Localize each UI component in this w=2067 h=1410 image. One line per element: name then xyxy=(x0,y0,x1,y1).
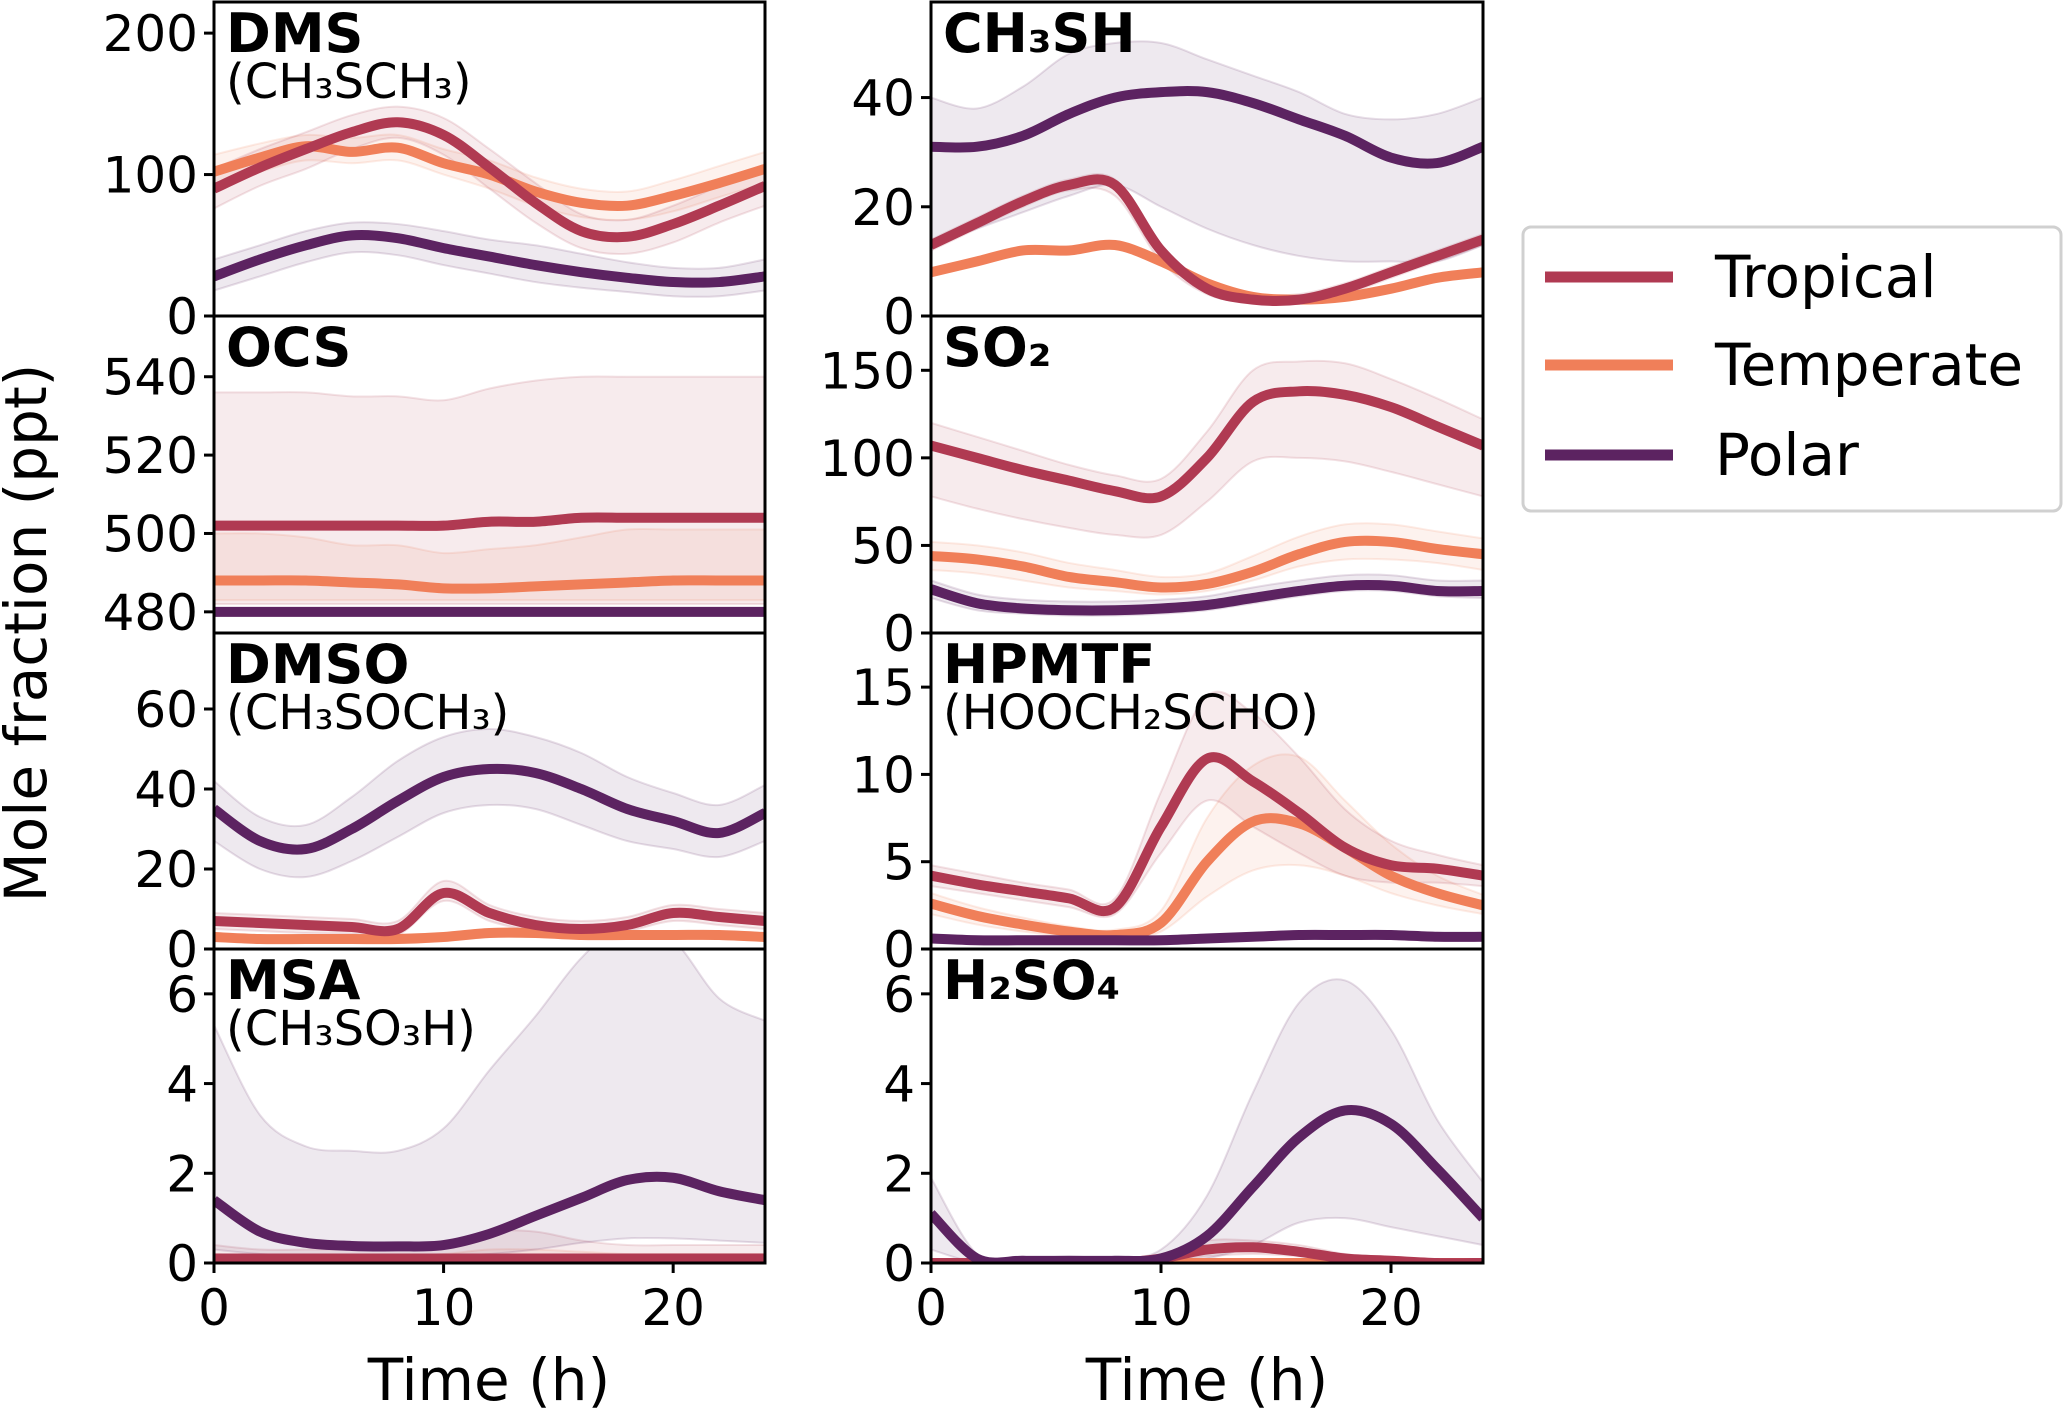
y-tick-label: 20 xyxy=(134,841,198,899)
legend: Tropical Temperate Polar xyxy=(1521,225,2063,513)
legend-label-temperate: Temperate xyxy=(1714,331,2023,399)
panel-hso: 0 2 4 6 0 10 20 H₂SO₄ xyxy=(883,947,1485,1337)
line-tropical xyxy=(214,512,765,531)
y-tick-label: 20 xyxy=(851,179,915,237)
line-polar xyxy=(214,230,765,288)
panel-title: HPMTF xyxy=(943,633,1155,696)
y-tick-label: 0 xyxy=(883,288,915,346)
panel-dmso: 0 20 40 60 DMSO(CH₃SOCH₃) xyxy=(134,631,767,979)
y-tick-label: 6 xyxy=(883,966,915,1024)
y-tick-label: 0 xyxy=(883,921,915,979)
y-tick-label: 2 xyxy=(166,1145,198,1203)
y-tick-label: 50 xyxy=(851,517,915,575)
panel-ocs: 480 500 520 540 OCS xyxy=(103,314,767,642)
y-tick-label: 2 xyxy=(883,1145,915,1203)
y-tick-label: 0 xyxy=(883,605,915,663)
band-tropical xyxy=(214,375,765,606)
y-tick-label: 5 xyxy=(883,834,915,892)
panel-so: 0 50 100 150 SO₂ xyxy=(820,314,1485,663)
y-tick-label: 500 xyxy=(103,505,198,563)
x-tick-label: 0 xyxy=(915,1279,947,1337)
band-tropical xyxy=(931,690,1483,919)
line-tropical xyxy=(931,385,1483,504)
x-tick-label: 20 xyxy=(641,1279,705,1337)
panel-title: CH₃SH xyxy=(943,2,1136,65)
line-polar xyxy=(931,929,1483,946)
legend-label-polar: Polar xyxy=(1715,421,1859,489)
y-tick-label: 150 xyxy=(820,342,915,400)
line-tropical xyxy=(931,174,1483,306)
panel-title: MSA xyxy=(226,949,361,1012)
y-tick-label: 520 xyxy=(103,427,198,485)
panel-chsh: 0 20 40 CH₃SH xyxy=(851,0,1485,346)
y-tick-label: 0 xyxy=(166,1235,198,1293)
line-temperate xyxy=(931,813,1483,941)
y-tick-label: 0 xyxy=(166,921,198,979)
x-tick-label: 20 xyxy=(1359,1279,1423,1337)
x-axis-label-left: Time (h) xyxy=(367,1346,610,1410)
y-tick-label: 200 xyxy=(103,5,198,63)
y-tick-label: 4 xyxy=(883,1056,915,1114)
panel-dms: 0 100 200 DMS(CH₃SCH₃) xyxy=(103,0,767,346)
line-tropical xyxy=(214,117,765,243)
panel-title: DMS xyxy=(226,2,363,65)
y-tick-label: 6 xyxy=(166,966,198,1024)
panel-msa: 0 2 4 6 0 10 20 MSA(CH₃SO₃H) xyxy=(166,947,767,1337)
band-tropical xyxy=(931,359,1483,539)
panel-title: SO₂ xyxy=(943,316,1051,379)
y-tick-label: 40 xyxy=(134,761,198,819)
y-tick-label: 60 xyxy=(134,681,198,739)
line-temperate xyxy=(214,575,765,594)
line-polar xyxy=(214,1171,765,1252)
x-tick-label: 10 xyxy=(412,1279,476,1337)
y-tick-label: 100 xyxy=(103,147,198,205)
x-tick-label: 0 xyxy=(198,1279,230,1337)
panel-title: DMSO xyxy=(226,633,409,696)
band-polar xyxy=(931,978,1483,1263)
y-tick-label: 0 xyxy=(883,1235,915,1293)
line-temperate xyxy=(931,535,1483,593)
y-tick-label: 40 xyxy=(851,70,915,128)
panel-hpmtf: 0 5 10 15 HPMTF(HOOCH₂SCHO) xyxy=(851,631,1485,979)
y-tick-label: 4 xyxy=(166,1056,198,1114)
y-tick-label: 15 xyxy=(851,659,915,717)
axes-frame xyxy=(929,947,1485,1265)
y-tick-label: 540 xyxy=(103,349,198,407)
y-axis-label: Mole fraction (ppt) xyxy=(0,364,60,903)
panel-subtitle: (CH₃SOCH₃) xyxy=(226,685,509,741)
y-tick-label: 480 xyxy=(103,584,198,642)
line-polar xyxy=(931,1105,1483,1263)
panel-subtitle: (CH₃SO₃H) xyxy=(226,1001,476,1057)
band-tropical xyxy=(214,105,765,256)
y-tick-label: 0 xyxy=(166,288,198,346)
line-polar xyxy=(214,763,765,855)
y-tick-label: 100 xyxy=(820,430,915,488)
x-axis-label-right: Time (h) xyxy=(1085,1346,1328,1410)
panel-title: H₂SO₄ xyxy=(943,949,1120,1012)
band-polar xyxy=(214,727,765,879)
panel-subtitle: (CH₃SCH₃) xyxy=(226,54,472,110)
x-tick-label: 10 xyxy=(1129,1279,1193,1337)
line-polar xyxy=(931,86,1483,169)
line-temperate xyxy=(214,927,765,945)
legend-frame xyxy=(1521,225,2063,513)
line-tropical xyxy=(214,887,765,937)
line-polar xyxy=(931,580,1483,616)
axes-frame xyxy=(212,947,767,1265)
band-polar xyxy=(931,40,1483,264)
line-tropical xyxy=(931,1242,1483,1263)
legend-label-tropical: Tropical xyxy=(1714,243,1936,311)
y-tick-label: 10 xyxy=(851,746,915,804)
panel-title: OCS xyxy=(226,316,351,379)
line-tropical xyxy=(931,752,1483,917)
panel-subtitle: (HOOCH₂SCHO) xyxy=(943,685,1319,741)
